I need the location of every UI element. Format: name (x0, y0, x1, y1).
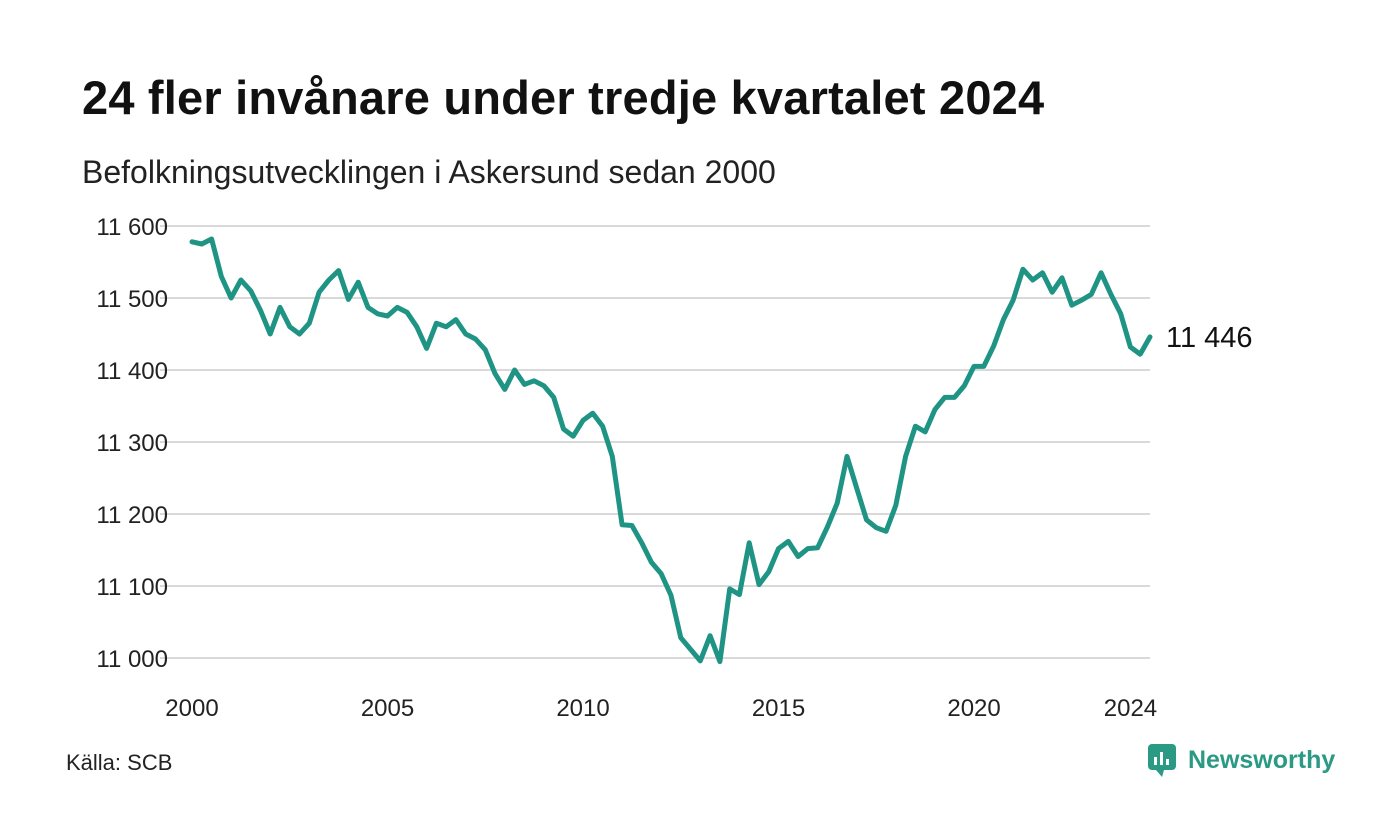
brand-name: Newsworthy (1188, 745, 1336, 774)
x-tick-label: 2024 (1104, 695, 1157, 722)
x-tick-label: 2010 (556, 695, 609, 722)
y-tick-label: 11 000 (96, 646, 168, 673)
end-value-label: 11 446 (1166, 322, 1253, 354)
x-tick-label: 2015 (752, 695, 805, 722)
y-tick-label: 11 600 (96, 214, 168, 241)
newsworthy-logo: Newsworthy (1146, 742, 1335, 778)
x-tick-label: 2005 (361, 695, 414, 722)
x-tick-label: 2020 (947, 695, 1000, 722)
y-tick-label: 11 100 (96, 574, 168, 601)
x-tick-label: 2000 (165, 695, 218, 722)
population-series-line (189, 236, 1153, 665)
chart-subtitle: Befolkningsutvecklingen i Askersund seda… (82, 154, 776, 190)
y-tick-label: 11 400 (96, 358, 168, 385)
y-tick-label: 11 200 (96, 502, 168, 529)
y-tick-label: 11 300 (96, 430, 168, 457)
source-note: Källa: SCB (66, 750, 173, 775)
chart-title: 24 fler invånare under tredje kvartalet … (82, 71, 1045, 124)
y-tick-label: 11 500 (96, 286, 168, 313)
newsworthy-logo-icon (1148, 744, 1176, 777)
